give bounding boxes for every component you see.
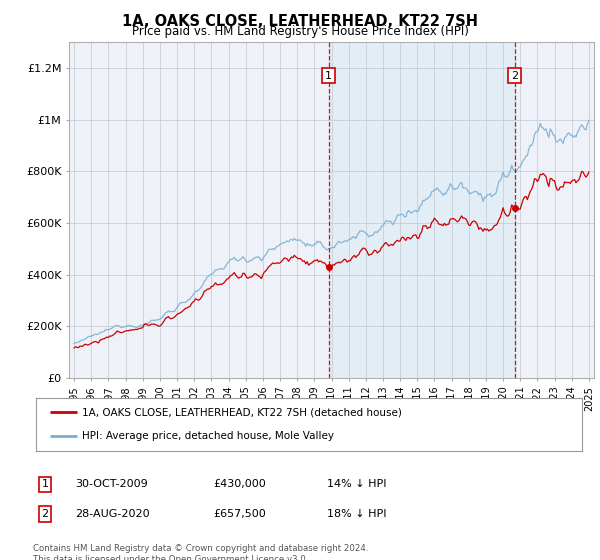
Text: £430,000: £430,000 [213,479,266,489]
Text: 1: 1 [325,71,332,81]
Text: 2: 2 [511,71,518,81]
Text: 1A, OAKS CLOSE, LEATHERHEAD, KT22 7SH (detached house): 1A, OAKS CLOSE, LEATHERHEAD, KT22 7SH (d… [82,408,402,418]
Bar [329,42,515,378]
Text: 14% ↓ HPI: 14% ↓ HPI [327,479,386,489]
Text: 2: 2 [41,509,49,519]
Text: 28-AUG-2020: 28-AUG-2020 [75,509,149,519]
Text: 18% ↓ HPI: 18% ↓ HPI [327,509,386,519]
Text: 1: 1 [41,479,49,489]
Text: £657,500: £657,500 [213,509,266,519]
Text: Contains HM Land Registry data © Crown copyright and database right 2024.
This d: Contains HM Land Registry data © Crown c… [33,544,368,560]
Text: HPI: Average price, detached house, Mole Valley: HPI: Average price, detached house, Mole… [82,431,334,441]
Text: 1A, OAKS CLOSE, LEATHERHEAD, KT22 7SH: 1A, OAKS CLOSE, LEATHERHEAD, KT22 7SH [122,14,478,29]
Text: Price paid vs. HM Land Registry's House Price Index (HPI): Price paid vs. HM Land Registry's House … [131,25,469,38]
Text: 30-OCT-2009: 30-OCT-2009 [75,479,148,489]
